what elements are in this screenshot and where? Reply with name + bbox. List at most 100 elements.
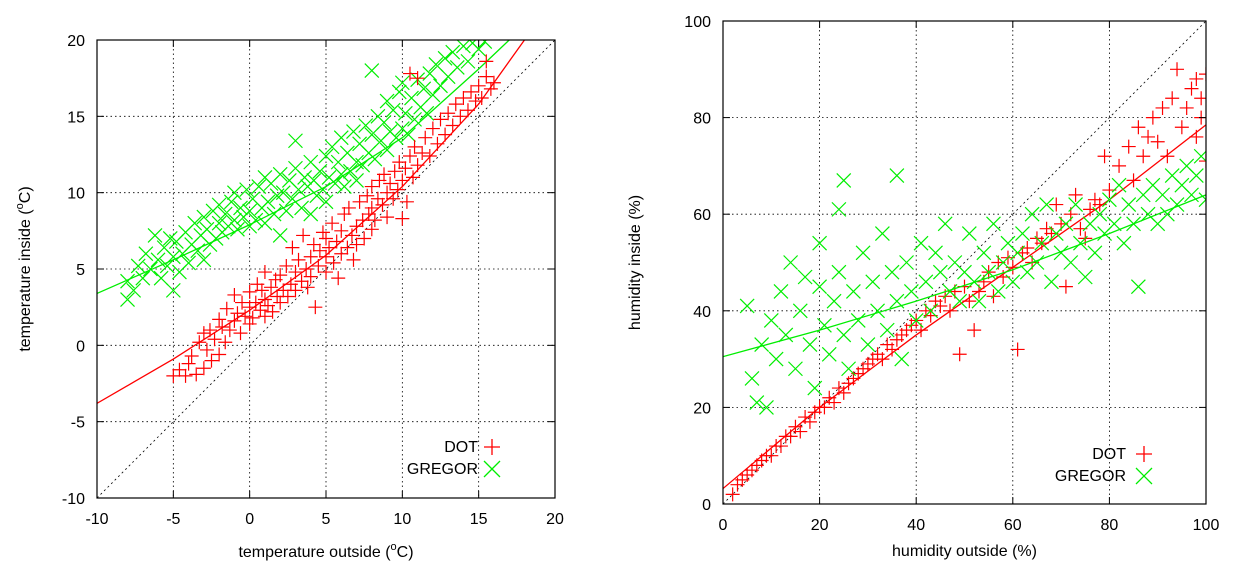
data-point-gregor <box>318 194 334 210</box>
data-point-gregor <box>226 212 242 228</box>
data-point-dot <box>773 439 788 454</box>
data-point-dot <box>1160 149 1175 164</box>
axis-ticks: -10 -5 0 5 10 15 20 -10 -5 0 5 10 15 20 <box>62 33 564 528</box>
data-point-gregor <box>143 261 158 277</box>
data-point-dot <box>387 164 402 179</box>
data-point-dot <box>215 320 230 335</box>
data-point-gregor <box>153 270 169 286</box>
data-point-gregor <box>1184 187 1199 203</box>
data-point-dot <box>952 347 967 362</box>
data-point-gregor <box>928 245 943 261</box>
data-point-gregor <box>379 93 395 109</box>
data-point-gregor <box>217 206 233 222</box>
x-tick-label: 40 <box>907 517 925 534</box>
data-point-gregor <box>223 194 239 210</box>
fit-line-gregor <box>97 40 510 295</box>
data-point-dot <box>296 228 311 243</box>
y-tick-label: 15 <box>67 109 85 126</box>
data-point-gregor <box>266 206 282 222</box>
data-point-gregor <box>1087 245 1103 261</box>
data-point-gregor <box>1044 274 1059 290</box>
data-point-gregor <box>297 169 313 185</box>
data-point-gregor <box>130 258 146 274</box>
legend-marker-gregor <box>483 460 501 478</box>
data-point-dot <box>1097 149 1112 164</box>
x-tick-label: -5 <box>166 511 180 528</box>
data-point-gregor <box>889 168 905 183</box>
x-tick-label: 80 <box>1101 517 1119 534</box>
data-point-dot <box>410 71 425 86</box>
x-axis-label: humidity outside (%) <box>892 543 1037 560</box>
data-point-gregor <box>855 245 871 261</box>
data-point-gregor <box>1034 235 1050 251</box>
x-tick-label: 20 <box>546 511 564 528</box>
data-point-dot <box>1150 134 1165 149</box>
data-point-dot <box>483 81 498 96</box>
data-point-dot <box>294 274 309 289</box>
x-tick-label: 10 <box>393 511 411 528</box>
data-point-dot <box>367 213 382 228</box>
data-point-gregor <box>913 235 929 251</box>
legend: DOT GREGOR <box>407 439 501 478</box>
data-point-dot <box>331 271 346 286</box>
data-point-dot <box>464 84 479 99</box>
data-point-gregor <box>226 185 242 201</box>
y-tick-label: 60 <box>693 207 711 224</box>
data-point-dot <box>273 268 288 283</box>
y-tick-label: 0 <box>702 497 711 514</box>
data-point-dot <box>802 414 817 429</box>
data-point-gregor <box>333 130 349 146</box>
data-point-gregor <box>1077 269 1093 285</box>
data-point-dot <box>471 78 486 93</box>
data-point-gregor <box>159 258 175 274</box>
legend-label-gregor: GREGOR <box>407 461 478 478</box>
data-point-dot <box>474 91 489 106</box>
data-point-gregor <box>336 179 352 194</box>
data-point-gregor <box>1106 216 1122 232</box>
data-point-gregor <box>759 399 774 415</box>
data-point-gregor <box>884 264 900 280</box>
data-point-gregor <box>346 124 361 140</box>
x-tick-label: 0 <box>719 517 728 534</box>
data-point-dot <box>242 284 257 299</box>
data-point-gregor <box>401 127 416 143</box>
data-point-gregor <box>981 264 997 280</box>
fit-line-dot <box>723 124 1206 490</box>
legend-marker-gregor <box>1135 467 1153 485</box>
data-point-gregor <box>976 245 992 261</box>
data-point-gregor <box>1130 279 1146 295</box>
data-point-gregor <box>385 102 401 118</box>
y-tick-label: -10 <box>62 491 85 508</box>
data-point-gregor <box>908 313 924 328</box>
data-point-gregor <box>367 151 383 167</box>
data-point-gregor <box>230 221 245 237</box>
data-point-dot <box>1145 110 1160 125</box>
legend-marker-dot <box>484 439 500 455</box>
data-point-dot <box>402 149 417 164</box>
data-point-gregor <box>445 44 461 60</box>
y-axis-label: temperature inside (oC) <box>14 186 34 351</box>
x-tick-label: -10 <box>85 511 108 528</box>
data-point-gregor <box>349 173 364 188</box>
data-point-gregor <box>870 303 885 319</box>
data-point-gregor <box>1024 206 1040 222</box>
data-point-dot <box>1155 100 1170 115</box>
data-point-gregor <box>918 274 934 290</box>
data-point-dot <box>218 335 233 350</box>
y-axis-label: humidity inside (%) <box>627 195 644 330</box>
data-point-dot <box>1121 139 1136 154</box>
data-point-gregor <box>841 361 857 377</box>
series-gregor <box>120 40 493 307</box>
data-point-gregor <box>239 182 255 198</box>
data-point-dot <box>291 252 306 267</box>
data-point-dot <box>1136 149 1151 164</box>
data-point-dot <box>288 283 303 298</box>
data-point-gregor <box>831 264 847 280</box>
data-point-dot <box>303 269 318 284</box>
data-point-dot <box>764 448 779 463</box>
data-point-dot <box>212 312 227 327</box>
data-point-gregor <box>754 337 770 353</box>
data-point-gregor <box>894 351 910 367</box>
data-point-dot <box>1112 158 1127 173</box>
data-point-gregor <box>1116 235 1132 251</box>
